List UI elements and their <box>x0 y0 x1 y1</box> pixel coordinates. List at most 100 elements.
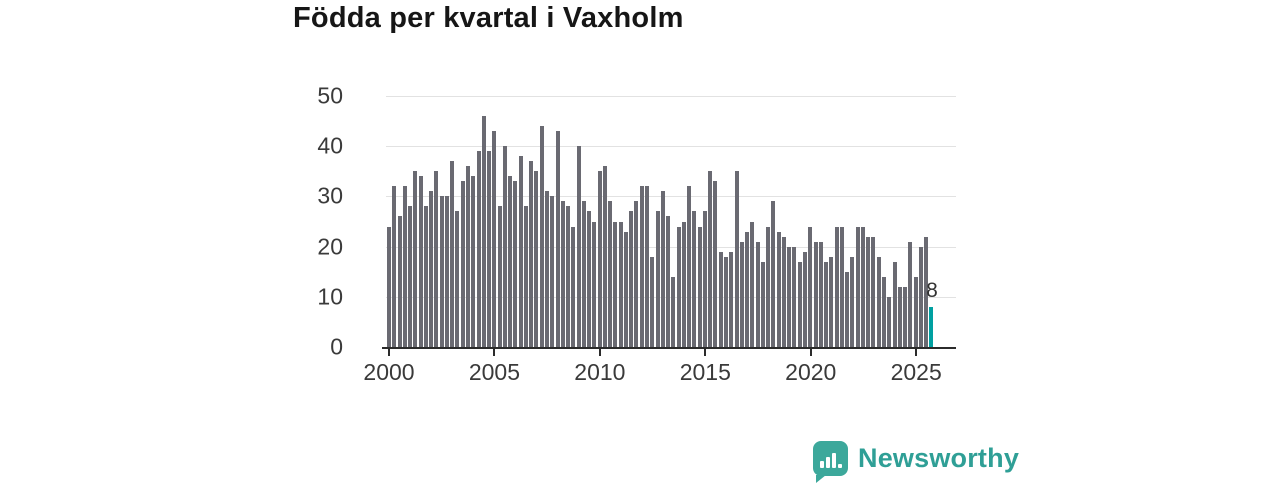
bar <box>460 181 465 347</box>
highlighted-bar <box>929 306 934 347</box>
bar <box>618 221 623 347</box>
bar <box>897 286 902 347</box>
bar <box>839 226 844 347</box>
bar <box>876 256 881 347</box>
bar <box>887 296 892 347</box>
y-axis-tick-label: 40 <box>317 132 343 159</box>
bar <box>608 201 613 347</box>
gridline <box>386 196 956 198</box>
bar <box>776 231 781 347</box>
x-axis-tick-label: 2015 <box>679 359 731 385</box>
bar <box>787 246 792 347</box>
bar <box>655 211 660 347</box>
y-axis-tick-label: 20 <box>317 233 343 260</box>
bar <box>808 226 813 347</box>
bar <box>429 191 434 347</box>
bar <box>913 276 918 347</box>
last-bar-value-label: 8 <box>926 278 938 302</box>
bar <box>623 231 628 347</box>
bar <box>855 226 860 347</box>
bar <box>592 221 597 347</box>
bar <box>650 256 655 347</box>
x-axis-tick-label: 2025 <box>890 359 942 385</box>
logo-chart-bar-icon <box>825 457 830 468</box>
x-axis-tick <box>809 349 812 356</box>
bar <box>792 246 797 347</box>
bar <box>423 206 428 347</box>
bar <box>734 171 739 347</box>
bar <box>718 251 723 347</box>
bar <box>481 116 486 347</box>
bar <box>629 211 634 347</box>
y-axis-tick-label: 30 <box>317 182 343 209</box>
bar <box>845 271 850 347</box>
bar <box>402 186 407 347</box>
bar <box>529 161 534 347</box>
bar <box>392 186 397 347</box>
bar <box>465 166 470 347</box>
bar <box>681 221 686 347</box>
plot-area: 8 2000 2005 2010 2015 2020 2025 <box>363 96 956 385</box>
gridline <box>386 246 956 248</box>
bar <box>834 226 839 347</box>
bar <box>871 236 876 347</box>
bar <box>518 156 523 347</box>
bar <box>487 151 492 347</box>
x-axis-tick <box>915 349 918 356</box>
bar <box>908 241 913 347</box>
x-axis-line <box>382 347 956 349</box>
logo-exclamation-dot-icon <box>837 464 842 468</box>
newsworthy-badge-icon <box>813 441 848 483</box>
y-axis-tick-label: 50 <box>317 82 343 109</box>
bar <box>829 256 834 347</box>
bar <box>860 226 865 347</box>
bar <box>781 236 786 347</box>
bar <box>755 241 760 347</box>
bar <box>523 206 528 347</box>
x-axis-tick <box>598 349 601 356</box>
bar <box>760 261 765 347</box>
bar <box>676 226 681 347</box>
bar <box>824 261 829 347</box>
bar <box>750 221 755 347</box>
bar <box>639 186 644 347</box>
bar <box>771 201 776 347</box>
x-axis-tick <box>704 349 707 356</box>
bar <box>702 211 707 347</box>
newsworthy-logo[interactable]: Newsworthy <box>813 441 1019 483</box>
bar <box>713 181 718 347</box>
bar <box>587 211 592 347</box>
bar <box>666 216 671 347</box>
x-axis: 2000 2005 2010 2015 2020 2025 <box>363 347 956 387</box>
bar <box>613 221 618 347</box>
bar <box>692 211 697 347</box>
x-axis-tick <box>493 349 496 356</box>
y-axis-tick-label: 0 <box>330 333 343 360</box>
bar <box>434 171 439 347</box>
bar <box>534 171 539 347</box>
logo-chart-bar-icon <box>819 461 824 468</box>
bar <box>571 226 576 347</box>
bar <box>634 201 639 347</box>
bar <box>739 241 744 347</box>
bar <box>497 206 502 347</box>
bar <box>566 206 571 347</box>
gridline <box>386 96 956 97</box>
x-axis-tick-label: 2000 <box>363 359 415 385</box>
bar <box>418 176 423 347</box>
y-axis-tick-label: 10 <box>317 283 343 310</box>
y-axis-labels: 50 40 30 20 10 0 <box>280 84 343 358</box>
bar <box>555 131 560 347</box>
x-axis-tick-label: 2010 <box>574 359 626 385</box>
bar <box>918 246 923 347</box>
x-axis-tick-label: 2005 <box>468 359 521 385</box>
bar <box>881 276 886 347</box>
bar <box>766 226 771 347</box>
bar <box>708 171 713 347</box>
chart-title: Födda per kvartal i Vaxholm <box>293 2 684 34</box>
bar <box>539 126 544 347</box>
bar <box>544 191 549 347</box>
bar <box>813 241 818 347</box>
bar <box>818 241 823 347</box>
bar <box>745 231 750 347</box>
